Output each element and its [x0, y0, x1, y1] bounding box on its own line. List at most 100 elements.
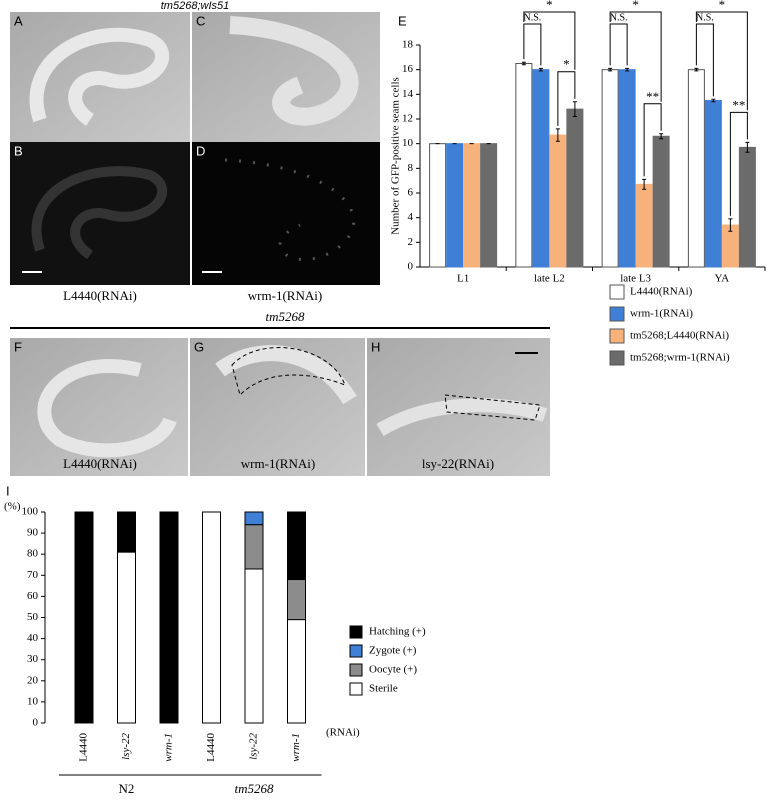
- y-tick-label: 8: [408, 162, 414, 174]
- y-tick-label: 12: [402, 113, 413, 125]
- error-bar: [521, 61, 526, 66]
- bar: [515, 63, 533, 268]
- panel-label: D: [196, 143, 205, 158]
- error-bar: [659, 133, 664, 140]
- significance-bracket: [523, 11, 576, 70]
- significance-bracket: [695, 23, 714, 97]
- bar: [687, 69, 705, 268]
- x-tick-label: late L3: [620, 273, 651, 285]
- bar-segment: [117, 551, 136, 724]
- y-unit: (%): [4, 501, 21, 513]
- y-tick-label: 14: [402, 88, 414, 100]
- panel-label: H: [371, 339, 380, 354]
- x-tick-label: L4440: [78, 733, 90, 762]
- bar: [652, 135, 670, 268]
- x-tick-label: L4440: [205, 733, 217, 762]
- significance-bracket: [729, 111, 748, 216]
- legend-swatch: [349, 644, 363, 658]
- error-bar: [694, 67, 699, 72]
- group-label: tm5268: [235, 781, 275, 796]
- legend-label: L4440(RNAi): [630, 286, 693, 298]
- bar-segment: [244, 568, 264, 724]
- x-tick-label: lsy-22: [248, 733, 260, 760]
- bar: [446, 143, 464, 268]
- bar: [635, 183, 653, 268]
- caption: L4440(RNAi): [63, 456, 137, 471]
- caption: lsy-22(RNAi): [422, 456, 494, 471]
- worm: [29, 27, 170, 126]
- error-bar: [745, 141, 750, 153]
- panel-label: I: [6, 483, 10, 498]
- y-tick-label: 4: [408, 211, 414, 223]
- worm: [37, 359, 177, 458]
- error-bar: [572, 101, 577, 118]
- bar-segment: [74, 511, 94, 724]
- y-tick-label: 30: [27, 653, 39, 665]
- legend-swatch: [349, 663, 363, 677]
- bar-segment: [117, 511, 136, 553]
- y-tick-label: 0: [408, 261, 414, 273]
- bar: [429, 143, 447, 268]
- legend-swatch: [609, 306, 625, 322]
- y-tick-label: 40: [27, 632, 39, 644]
- y-tick-label: 16: [402, 63, 414, 75]
- y-tick-label: 80: [27, 548, 39, 560]
- panel-label: A: [14, 13, 23, 28]
- legend-swatch: [349, 625, 363, 639]
- significance-label: **: [732, 97, 745, 112]
- bar-segment: [244, 524, 264, 570]
- significance-label: N.S.: [610, 12, 628, 23]
- legend-label: Oocyte (+): [369, 664, 417, 676]
- significance-bracket: [643, 103, 662, 177]
- bar-segment: [159, 511, 179, 724]
- bar: [601, 69, 619, 268]
- y-tick-label: 20: [27, 674, 39, 686]
- significance-bracket: [609, 11, 662, 102]
- x-tick-label: YA: [715, 273, 730, 285]
- significance-bracket: [609, 23, 628, 66]
- panel-label: B: [14, 143, 23, 158]
- x-tick-label: wrm-1: [163, 733, 175, 762]
- legend-label: Hatching (+): [369, 626, 426, 638]
- error-bar: [538, 67, 543, 72]
- y-tick-label: 70: [27, 569, 39, 581]
- legend-swatch: [349, 682, 363, 696]
- x-unit: (RNAi): [326, 727, 360, 739]
- significance-label: **: [646, 89, 659, 104]
- panel-label: F: [14, 339, 22, 354]
- significance-label: *: [719, 0, 726, 12]
- bar: [480, 143, 498, 268]
- worm: [31, 166, 168, 260]
- x-tick-label: wrm-1: [290, 733, 302, 762]
- error-bar: [625, 67, 630, 72]
- legend-label: Sterile: [369, 683, 398, 695]
- bar-segment: [287, 511, 306, 581]
- caption: L4440(RNAi): [63, 288, 137, 303]
- group-label: N2: [119, 781, 135, 796]
- bar-segment: [287, 579, 306, 621]
- significance-label: N.S.: [696, 12, 714, 23]
- y-tick-label: 6: [408, 187, 414, 199]
- legend-swatch: [609, 284, 625, 300]
- bar: [463, 143, 481, 268]
- worm: [215, 345, 357, 405]
- legend-swatch: [609, 350, 625, 366]
- seam-cells: [224, 158, 356, 261]
- image-d: [192, 142, 380, 285]
- caption: wrm-1(RNAi): [248, 288, 322, 303]
- significance-label: *: [632, 0, 639, 12]
- error-bar: [555, 128, 560, 142]
- significance-bracket: [557, 71, 576, 126]
- x-tick-label: late L2: [534, 273, 565, 285]
- panel-label: C: [196, 13, 205, 28]
- significance-bracket: [695, 11, 748, 111]
- bar-segment: [202, 511, 221, 724]
- error-bar: [608, 67, 613, 72]
- x-tick-label: lsy-22: [120, 733, 132, 760]
- x-tick-label: L1: [457, 273, 469, 285]
- y-tick-label: 90: [27, 527, 39, 539]
- significance-label: *: [546, 0, 553, 12]
- significance-bracket: [523, 23, 542, 66]
